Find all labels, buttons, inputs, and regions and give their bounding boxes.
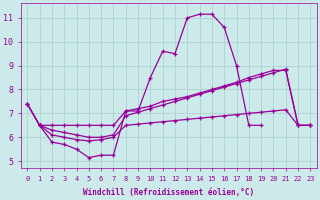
X-axis label: Windchill (Refroidissement éolien,°C): Windchill (Refroidissement éolien,°C): [83, 188, 254, 197]
